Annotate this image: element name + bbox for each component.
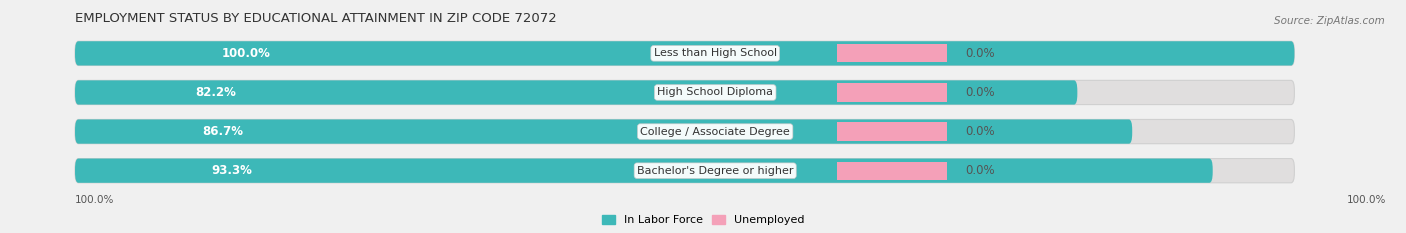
Text: Less than High School: Less than High School <box>654 48 776 58</box>
FancyBboxPatch shape <box>75 120 1132 144</box>
Text: 0.0%: 0.0% <box>965 86 995 99</box>
Text: 100.0%: 100.0% <box>1347 195 1386 205</box>
FancyBboxPatch shape <box>75 120 1295 144</box>
Legend: In Labor Force, Unemployed: In Labor Force, Unemployed <box>598 211 808 230</box>
Bar <box>837 162 946 180</box>
Text: EMPLOYMENT STATUS BY EDUCATIONAL ATTAINMENT IN ZIP CODE 72072: EMPLOYMENT STATUS BY EDUCATIONAL ATTAINM… <box>75 12 557 25</box>
FancyBboxPatch shape <box>75 80 1077 105</box>
FancyBboxPatch shape <box>75 159 1295 183</box>
FancyBboxPatch shape <box>75 80 1295 105</box>
Text: 0.0%: 0.0% <box>965 125 995 138</box>
FancyBboxPatch shape <box>75 41 1295 65</box>
Bar <box>837 44 946 62</box>
Text: 100.0%: 100.0% <box>221 47 270 60</box>
Bar <box>837 123 946 141</box>
Text: 82.2%: 82.2% <box>195 86 236 99</box>
Bar <box>837 83 946 102</box>
FancyBboxPatch shape <box>75 159 1213 183</box>
Text: 100.0%: 100.0% <box>75 195 114 205</box>
Text: College / Associate Degree: College / Associate Degree <box>640 127 790 137</box>
Text: High School Diploma: High School Diploma <box>657 87 773 97</box>
Text: 0.0%: 0.0% <box>965 47 995 60</box>
Text: 86.7%: 86.7% <box>202 125 243 138</box>
FancyBboxPatch shape <box>75 41 1295 65</box>
Text: 0.0%: 0.0% <box>965 164 995 177</box>
Text: 93.3%: 93.3% <box>211 164 253 177</box>
Text: Bachelor's Degree or higher: Bachelor's Degree or higher <box>637 166 793 176</box>
Text: Source: ZipAtlas.com: Source: ZipAtlas.com <box>1274 16 1385 26</box>
